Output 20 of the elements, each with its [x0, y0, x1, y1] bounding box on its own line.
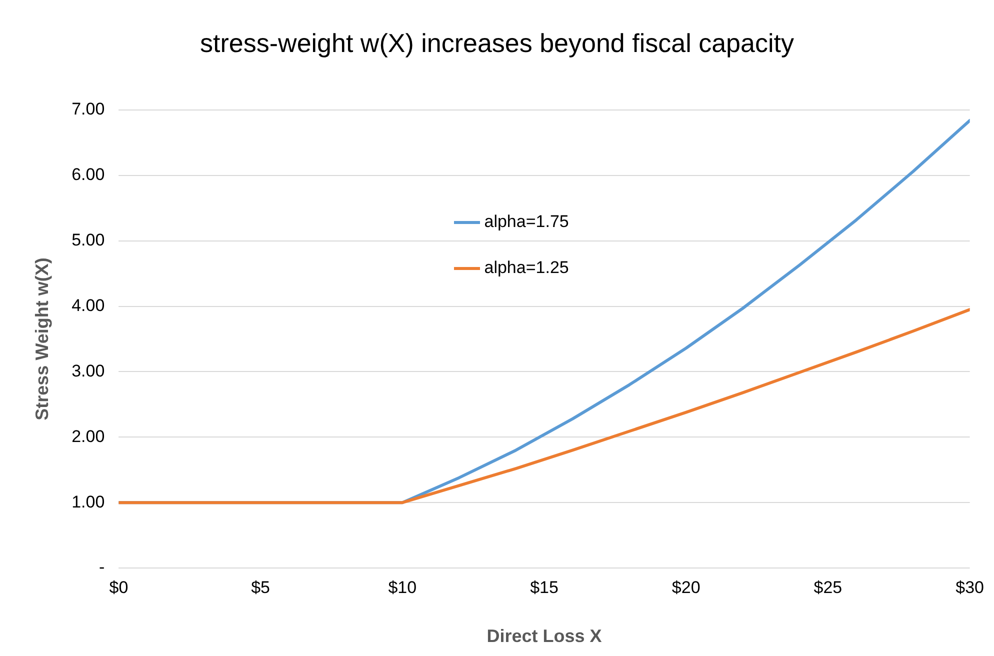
y-tick-label: 1.00 [72, 492, 105, 512]
y-tick-label: - [99, 558, 105, 577]
y-tick-label: 4.00 [72, 296, 105, 315]
legend-label: alpha=1.75 [484, 212, 569, 232]
x-tick-label: $20 [672, 578, 700, 597]
y-tick-label: 7.00 [72, 100, 105, 119]
y-tick-label: 2.00 [72, 426, 105, 446]
x-tick-label: $25 [814, 578, 842, 597]
x-tick-label: $0 [109, 578, 128, 597]
x-tick-label: $15 [530, 578, 558, 597]
y-axis-title: Stress Weight w(X) [32, 258, 52, 420]
x-tick-label: $10 [388, 578, 417, 597]
chart-title: stress-weight w(X) increases beyond fiscal capacity [199, 28, 795, 59]
x-axis-title: Direct Loss X [486, 626, 602, 646]
legend-label: alpha=1.25 [484, 258, 569, 278]
x-tick-label: $5 [251, 578, 270, 597]
y-tick-label: 3.00 [72, 361, 105, 380]
x-tick-label: $30 [956, 578, 984, 597]
y-tick-label: 5.00 [72, 230, 105, 250]
y-tick-label: 6.00 [72, 165, 105, 184]
